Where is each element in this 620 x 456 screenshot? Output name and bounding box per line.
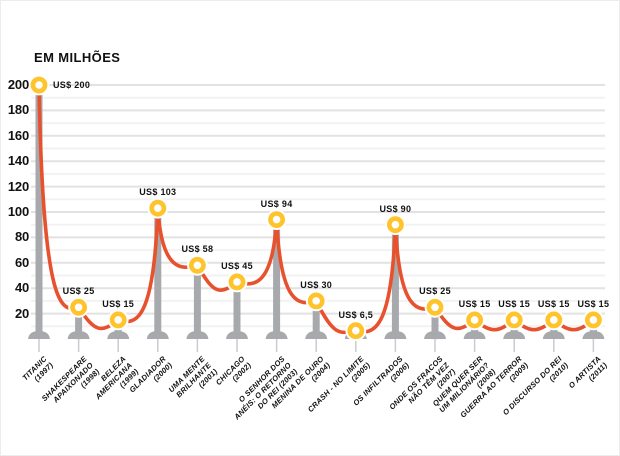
bar-base: [186, 331, 209, 339]
data-point-marker: [188, 256, 206, 274]
bar-base: [146, 331, 169, 339]
value-label: US$ 6,5: [338, 309, 374, 320]
bar-base: [424, 331, 446, 339]
bar-column: [193, 265, 201, 339]
data-point-halo: [266, 209, 288, 231]
bar-base: [305, 331, 328, 339]
value-label: US$ 94: [260, 198, 293, 209]
data-point-halo: [147, 197, 169, 219]
y-axis-tick-label: 40: [14, 280, 29, 296]
bar-column: [312, 300, 320, 339]
bar-column: [75, 307, 83, 340]
bar-base: [265, 331, 288, 339]
data-point-marker: [70, 298, 87, 316]
bar-base: [582, 331, 605, 339]
data-point-marker: [109, 311, 127, 329]
y-axis-tick-label: 160: [7, 127, 29, 143]
bar-base: [542, 331, 565, 339]
bar-column: [391, 224, 399, 339]
y-axis-tick-label: 80: [14, 229, 29, 245]
value-label: US$ 25: [62, 286, 95, 297]
data-point-marker: [585, 311, 602, 329]
y-axis-tick-label: 140: [7, 153, 29, 169]
bar-base: [67, 331, 90, 339]
bar-base: [463, 331, 486, 339]
data-point-marker: [228, 273, 246, 291]
chart-title: EM MILHÕES: [34, 50, 121, 65]
data-point-halo: [503, 309, 525, 331]
bar-base: [503, 331, 526, 339]
data-point-marker: [386, 216, 404, 234]
value-label: US$ 45: [221, 260, 253, 271]
value-label: US$ 30: [300, 279, 333, 290]
data-point-marker: [505, 311, 523, 329]
data-point-marker: [149, 199, 167, 217]
data-point-marker: [466, 311, 483, 329]
bar-column: [273, 219, 281, 339]
data-point-halo: [385, 214, 406, 236]
data-point-marker: [545, 311, 563, 329]
value-label: US$ 58: [181, 244, 214, 255]
data-point-halo: [543, 309, 565, 331]
bar-base: [28, 331, 50, 339]
data-point-halo: [28, 74, 50, 96]
y-axis-tick-label: 60: [14, 254, 29, 270]
bar-base: [107, 331, 130, 339]
data-point-marker: [30, 76, 48, 94]
y-axis-tick-label: 100: [7, 204, 29, 219]
bar-column: [154, 208, 162, 339]
value-label: US$ 15: [102, 298, 135, 309]
data-point-marker: [307, 292, 325, 310]
y-axis-tick-label: 20: [14, 305, 29, 321]
value-label: US$ 15: [458, 298, 491, 309]
data-point-halo: [186, 254, 208, 276]
data-point-halo: [305, 290, 327, 312]
value-label: US$ 103: [139, 187, 177, 198]
data-point-halo: [424, 296, 446, 318]
data-point-halo: [68, 296, 89, 318]
value-label: US$ 15: [577, 298, 610, 309]
data-point-halo: [226, 271, 248, 293]
bar-base: [384, 331, 407, 339]
value-label: US$ 200: [53, 80, 91, 90]
data-point-halo: [464, 309, 486, 331]
data-point-halo: [345, 320, 367, 342]
value-label: US$ 15: [498, 298, 531, 309]
bar-base: [226, 331, 248, 339]
data-point-marker: [347, 322, 365, 340]
bar-column: [431, 307, 439, 340]
data-point-marker: [426, 298, 444, 316]
value-label: US$ 15: [537, 298, 570, 309]
data-point-marker: [268, 211, 285, 228]
value-label: US$ 25: [419, 286, 451, 297]
value-label: US$ 90: [379, 203, 412, 214]
data-point-halo: [583, 309, 604, 331]
y-axis-tick-label: 200: [7, 77, 29, 92]
y-axis-tick-label: 120: [7, 178, 29, 194]
data-point-halo: [107, 309, 129, 331]
bar-column: [233, 281, 241, 339]
bar-column: [35, 85, 43, 339]
y-axis-tick-label: 180: [7, 102, 29, 118]
